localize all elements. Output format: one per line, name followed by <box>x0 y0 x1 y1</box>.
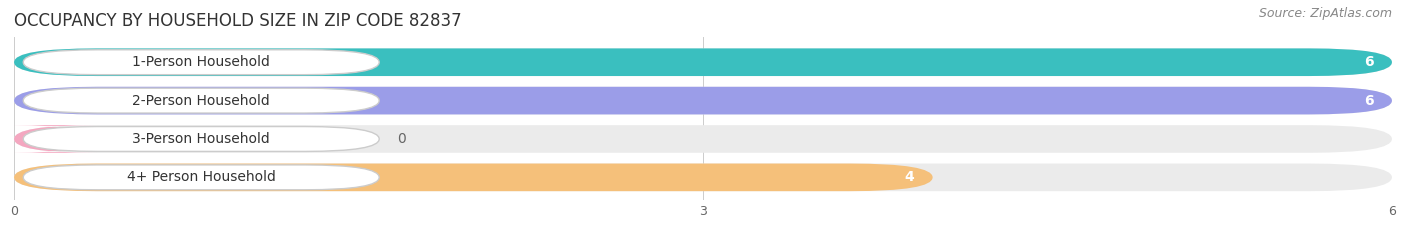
Text: OCCUPANCY BY HOUSEHOLD SIZE IN ZIP CODE 82837: OCCUPANCY BY HOUSEHOLD SIZE IN ZIP CODE … <box>14 12 461 30</box>
Text: 6: 6 <box>1364 94 1374 108</box>
Text: 4: 4 <box>904 170 914 184</box>
Text: 0: 0 <box>398 132 406 146</box>
Text: 3-Person Household: 3-Person Household <box>132 132 270 146</box>
Text: Source: ZipAtlas.com: Source: ZipAtlas.com <box>1258 7 1392 20</box>
FancyBboxPatch shape <box>24 127 380 151</box>
FancyBboxPatch shape <box>14 164 932 191</box>
Text: 4+ Person Household: 4+ Person Household <box>127 170 276 184</box>
FancyBboxPatch shape <box>11 125 97 153</box>
FancyBboxPatch shape <box>14 125 1392 153</box>
Text: 2-Person Household: 2-Person Household <box>132 94 270 108</box>
FancyBboxPatch shape <box>14 48 1392 76</box>
FancyBboxPatch shape <box>14 87 1392 114</box>
Text: 1-Person Household: 1-Person Household <box>132 55 270 69</box>
Text: 6: 6 <box>1364 55 1374 69</box>
FancyBboxPatch shape <box>24 88 380 113</box>
FancyBboxPatch shape <box>14 164 1392 191</box>
FancyBboxPatch shape <box>14 48 1392 76</box>
FancyBboxPatch shape <box>24 165 380 190</box>
FancyBboxPatch shape <box>24 50 380 75</box>
FancyBboxPatch shape <box>14 87 1392 114</box>
